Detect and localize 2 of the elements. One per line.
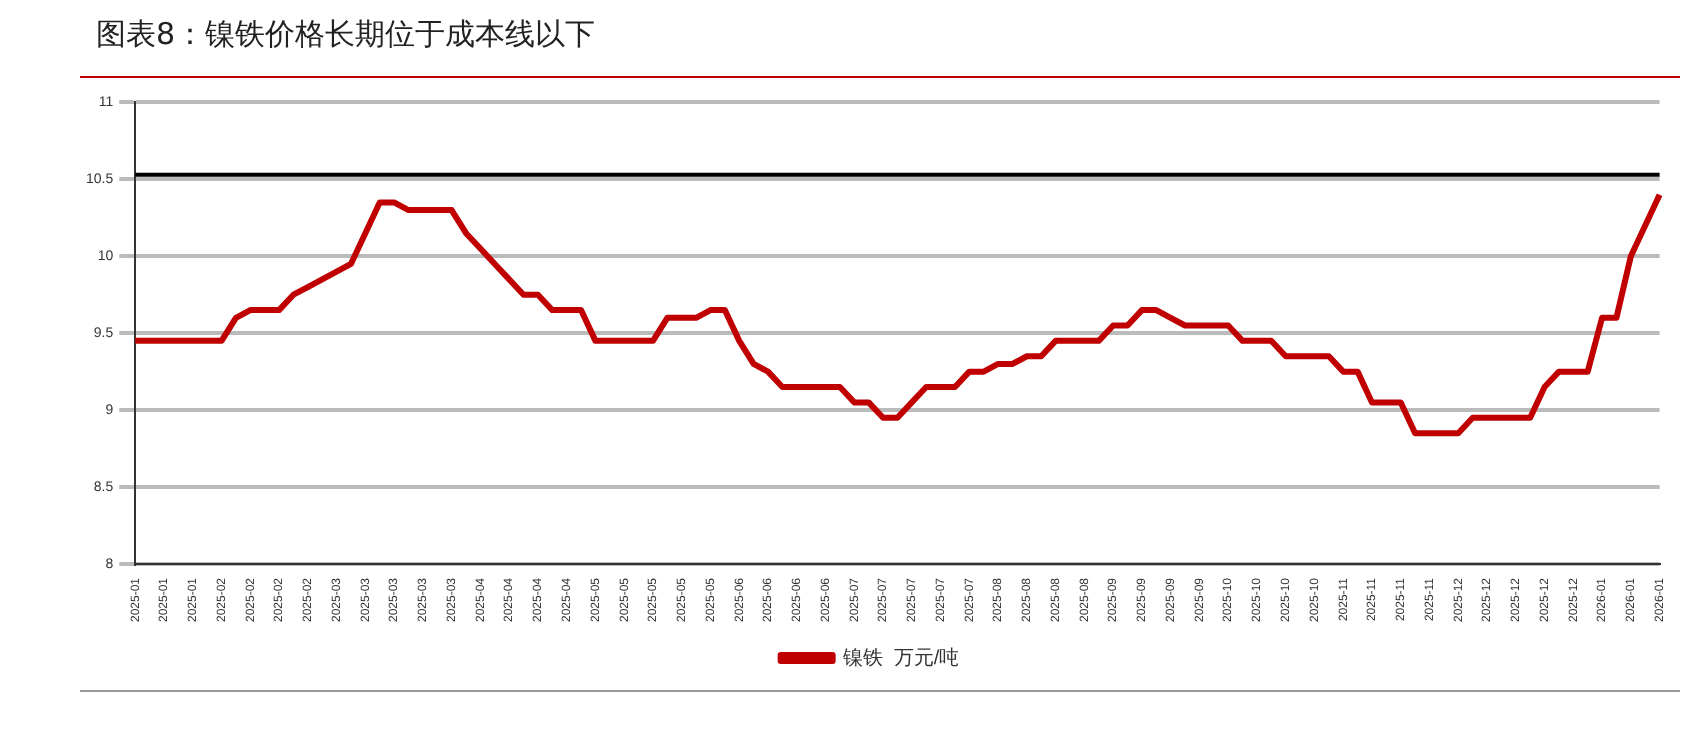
chart-title: 图表8：镍铁价格长期位于成本线以下 [96,16,596,54]
legend-label: 镍铁 万元/吨 [840,645,960,670]
